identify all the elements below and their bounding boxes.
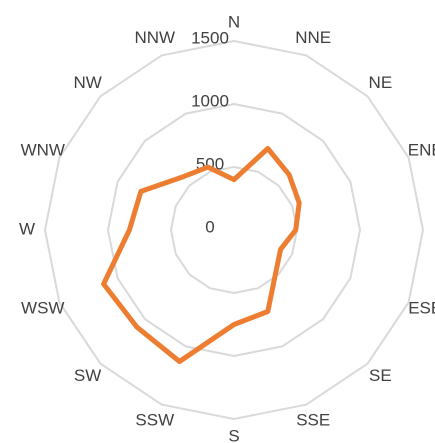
category-label: NNE bbox=[295, 28, 331, 47]
grid-ring bbox=[169, 165, 299, 295]
category-label: SSE bbox=[296, 411, 330, 430]
category-label: NW bbox=[73, 73, 101, 92]
category-label: WNW bbox=[21, 140, 65, 159]
category-label: NE bbox=[369, 73, 393, 92]
series-line bbox=[101, 146, 302, 364]
category-label: WSW bbox=[21, 299, 64, 318]
category-label: SSW bbox=[135, 411, 174, 430]
category-label: W bbox=[19, 219, 35, 238]
r-tick-label: 0 bbox=[205, 217, 214, 236]
category-label: SE bbox=[369, 366, 392, 385]
category-label: N bbox=[228, 12, 240, 31]
category-label: SW bbox=[74, 366, 101, 385]
category-label: NNW bbox=[134, 28, 175, 47]
category-label: S bbox=[228, 426, 239, 443]
grid-ring bbox=[106, 102, 362, 358]
r-tick-label: 1500 bbox=[191, 28, 229, 47]
category-label: ESE bbox=[408, 299, 435, 318]
category-label: ENE bbox=[408, 140, 435, 159]
r-tick-label: 1000 bbox=[191, 91, 229, 110]
grid-ring bbox=[43, 39, 425, 421]
